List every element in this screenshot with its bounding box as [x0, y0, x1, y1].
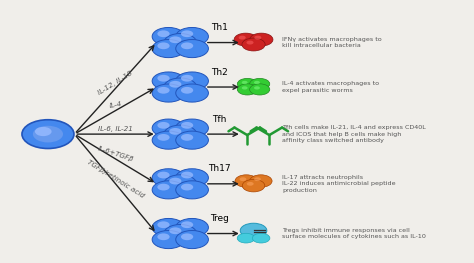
Circle shape: [157, 233, 170, 240]
Circle shape: [242, 86, 247, 89]
Circle shape: [152, 181, 185, 199]
Circle shape: [176, 27, 209, 45]
Text: Th1: Th1: [211, 23, 228, 32]
Circle shape: [169, 128, 182, 135]
Circle shape: [169, 81, 182, 88]
Circle shape: [157, 30, 170, 37]
Text: IL-17 attracts neutrophils
IL-22 induces antimicrobial peptide
production: IL-17 attracts neutrophils IL-22 induces…: [282, 175, 395, 193]
Circle shape: [169, 178, 182, 184]
Circle shape: [181, 184, 193, 190]
Circle shape: [181, 172, 193, 178]
Circle shape: [152, 119, 185, 137]
Text: IL-6, IL-21: IL-6, IL-21: [98, 127, 133, 132]
Circle shape: [164, 125, 197, 143]
Circle shape: [176, 119, 209, 137]
Text: IFNγ activates macrophages to
kill intracellular bacteria: IFNγ activates macrophages to kill intra…: [282, 37, 382, 48]
Circle shape: [164, 225, 197, 242]
Circle shape: [247, 182, 254, 186]
Circle shape: [164, 33, 197, 52]
Circle shape: [176, 39, 209, 58]
Circle shape: [176, 169, 209, 187]
Circle shape: [35, 127, 52, 136]
Circle shape: [239, 177, 246, 181]
Circle shape: [237, 84, 257, 95]
Text: Tfh: Tfh: [212, 115, 227, 124]
Circle shape: [254, 177, 261, 181]
Circle shape: [164, 78, 197, 96]
Circle shape: [152, 39, 185, 58]
Circle shape: [152, 84, 185, 102]
Text: Th17: Th17: [208, 164, 231, 173]
Circle shape: [152, 169, 185, 187]
Circle shape: [176, 72, 209, 90]
Circle shape: [254, 81, 260, 84]
Circle shape: [250, 175, 272, 187]
Circle shape: [164, 175, 197, 193]
Circle shape: [169, 36, 182, 43]
Circle shape: [234, 33, 257, 46]
Circle shape: [237, 233, 255, 243]
Circle shape: [181, 233, 193, 240]
Circle shape: [157, 134, 170, 141]
Circle shape: [252, 233, 270, 243]
Circle shape: [157, 75, 170, 82]
Circle shape: [22, 120, 74, 149]
Circle shape: [33, 126, 63, 143]
Circle shape: [235, 175, 257, 187]
Circle shape: [176, 219, 209, 236]
Circle shape: [152, 219, 185, 236]
Circle shape: [181, 122, 193, 129]
Circle shape: [169, 227, 182, 234]
Circle shape: [250, 78, 270, 89]
Circle shape: [176, 181, 209, 199]
Text: IL-4: IL-4: [109, 101, 122, 109]
Circle shape: [250, 33, 273, 46]
Circle shape: [157, 87, 170, 94]
Circle shape: [254, 86, 260, 89]
Circle shape: [181, 221, 193, 228]
Circle shape: [157, 172, 170, 178]
Circle shape: [242, 38, 265, 51]
Circle shape: [181, 87, 193, 94]
Circle shape: [152, 230, 185, 249]
Circle shape: [240, 223, 267, 238]
Circle shape: [242, 179, 265, 192]
Circle shape: [250, 84, 270, 95]
Text: Tfh cells make IL-21, IL-4 and express CD40L
and ICOS that help B cells make hig: Tfh cells make IL-21, IL-4 and express C…: [282, 125, 426, 143]
Circle shape: [254, 36, 261, 39]
Circle shape: [181, 30, 193, 37]
Circle shape: [176, 84, 209, 102]
Circle shape: [246, 41, 254, 44]
Text: TGFβ/retinoic acid: TGFβ/retinoic acid: [86, 159, 145, 199]
Text: Th2: Th2: [211, 68, 228, 77]
Circle shape: [237, 78, 257, 89]
Circle shape: [238, 36, 246, 39]
Circle shape: [181, 134, 193, 141]
Text: Treg: Treg: [210, 214, 229, 223]
Text: Tregs inhibit immune responses via cell
surface molecules of cytokines such as I: Tregs inhibit immune responses via cell …: [282, 228, 426, 239]
Circle shape: [157, 122, 170, 129]
Circle shape: [181, 75, 193, 82]
Circle shape: [152, 27, 185, 45]
Circle shape: [176, 131, 209, 149]
Circle shape: [152, 131, 185, 149]
Circle shape: [181, 42, 193, 49]
Circle shape: [157, 221, 170, 228]
Text: IL-4 activates macrophages to
expel parasitic worms: IL-4 activates macrophages to expel para…: [282, 81, 379, 93]
Circle shape: [157, 42, 170, 49]
Circle shape: [157, 184, 170, 190]
Circle shape: [242, 81, 247, 84]
Text: IL-12, IL-18: IL-12, IL-18: [97, 70, 134, 96]
Text: IL-6+TGFβ: IL-6+TGFβ: [97, 145, 135, 163]
Circle shape: [176, 230, 209, 249]
Circle shape: [152, 72, 185, 90]
